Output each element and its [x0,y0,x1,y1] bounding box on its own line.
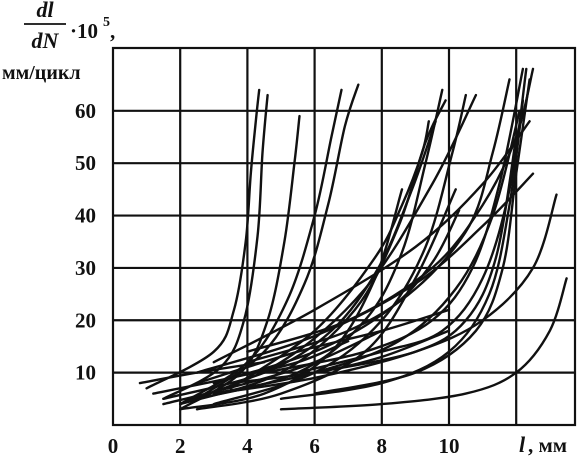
curve-29 [138,361,266,385]
curve-10 [179,93,478,406]
curve-26 [179,188,404,411]
curve-25 [195,188,457,411]
y-tick-label-0: 10 [75,361,96,385]
y-tick-label-5: 60 [75,99,96,123]
curve-30 [195,308,451,385]
y-tick-label-1: 20 [75,308,96,332]
curves [138,67,568,411]
y-tick-label-3: 40 [75,204,96,228]
curve-23 [313,135,518,374]
y-label-units: мм/цикл [2,62,81,84]
curve-16 [246,67,535,353]
curve-1 [145,88,261,390]
x-tick-label-0: 0 [108,434,119,458]
x-tick-label-4: 8 [377,434,388,458]
y-tick-label-4: 50 [75,151,96,175]
x-label-units: , мм [528,433,567,457]
y-tick-label-2: 30 [75,256,96,280]
curve-28 [152,340,350,395]
x-tick-label-1: 2 [175,434,186,458]
plot-frame [111,46,577,427]
x-tick-label-5: 10 [439,434,460,458]
x-label-var: l [519,432,526,457]
x-axis-label: l , мм [519,432,567,457]
y-label-exponent: 5 [103,15,110,30]
curve-7 [195,88,444,400]
curve-20 [279,277,568,411]
y-label-multiplier: ·10 [70,19,98,43]
y-axis-label: dl dN ·10 5 , мм/цикл [2,0,115,84]
curve-22 [279,99,525,400]
y-label-dN: dN [32,28,60,53]
curve-2 [162,93,269,400]
x-tick-label-2: 4 [242,434,253,458]
y-label-comma: , [110,19,115,43]
curve-17 [212,120,531,364]
curve-27 [162,329,383,406]
y-tick-labels: 10 20 30 40 50 60 [75,99,96,385]
x-tick-label-3: 6 [309,434,320,458]
curve-4 [179,88,343,406]
curve-5 [195,83,360,400]
curve-31 [229,329,451,385]
y-label-dl: dl [36,0,54,22]
x-tick-labels: 0 2 4 6 8 10 [108,434,460,458]
